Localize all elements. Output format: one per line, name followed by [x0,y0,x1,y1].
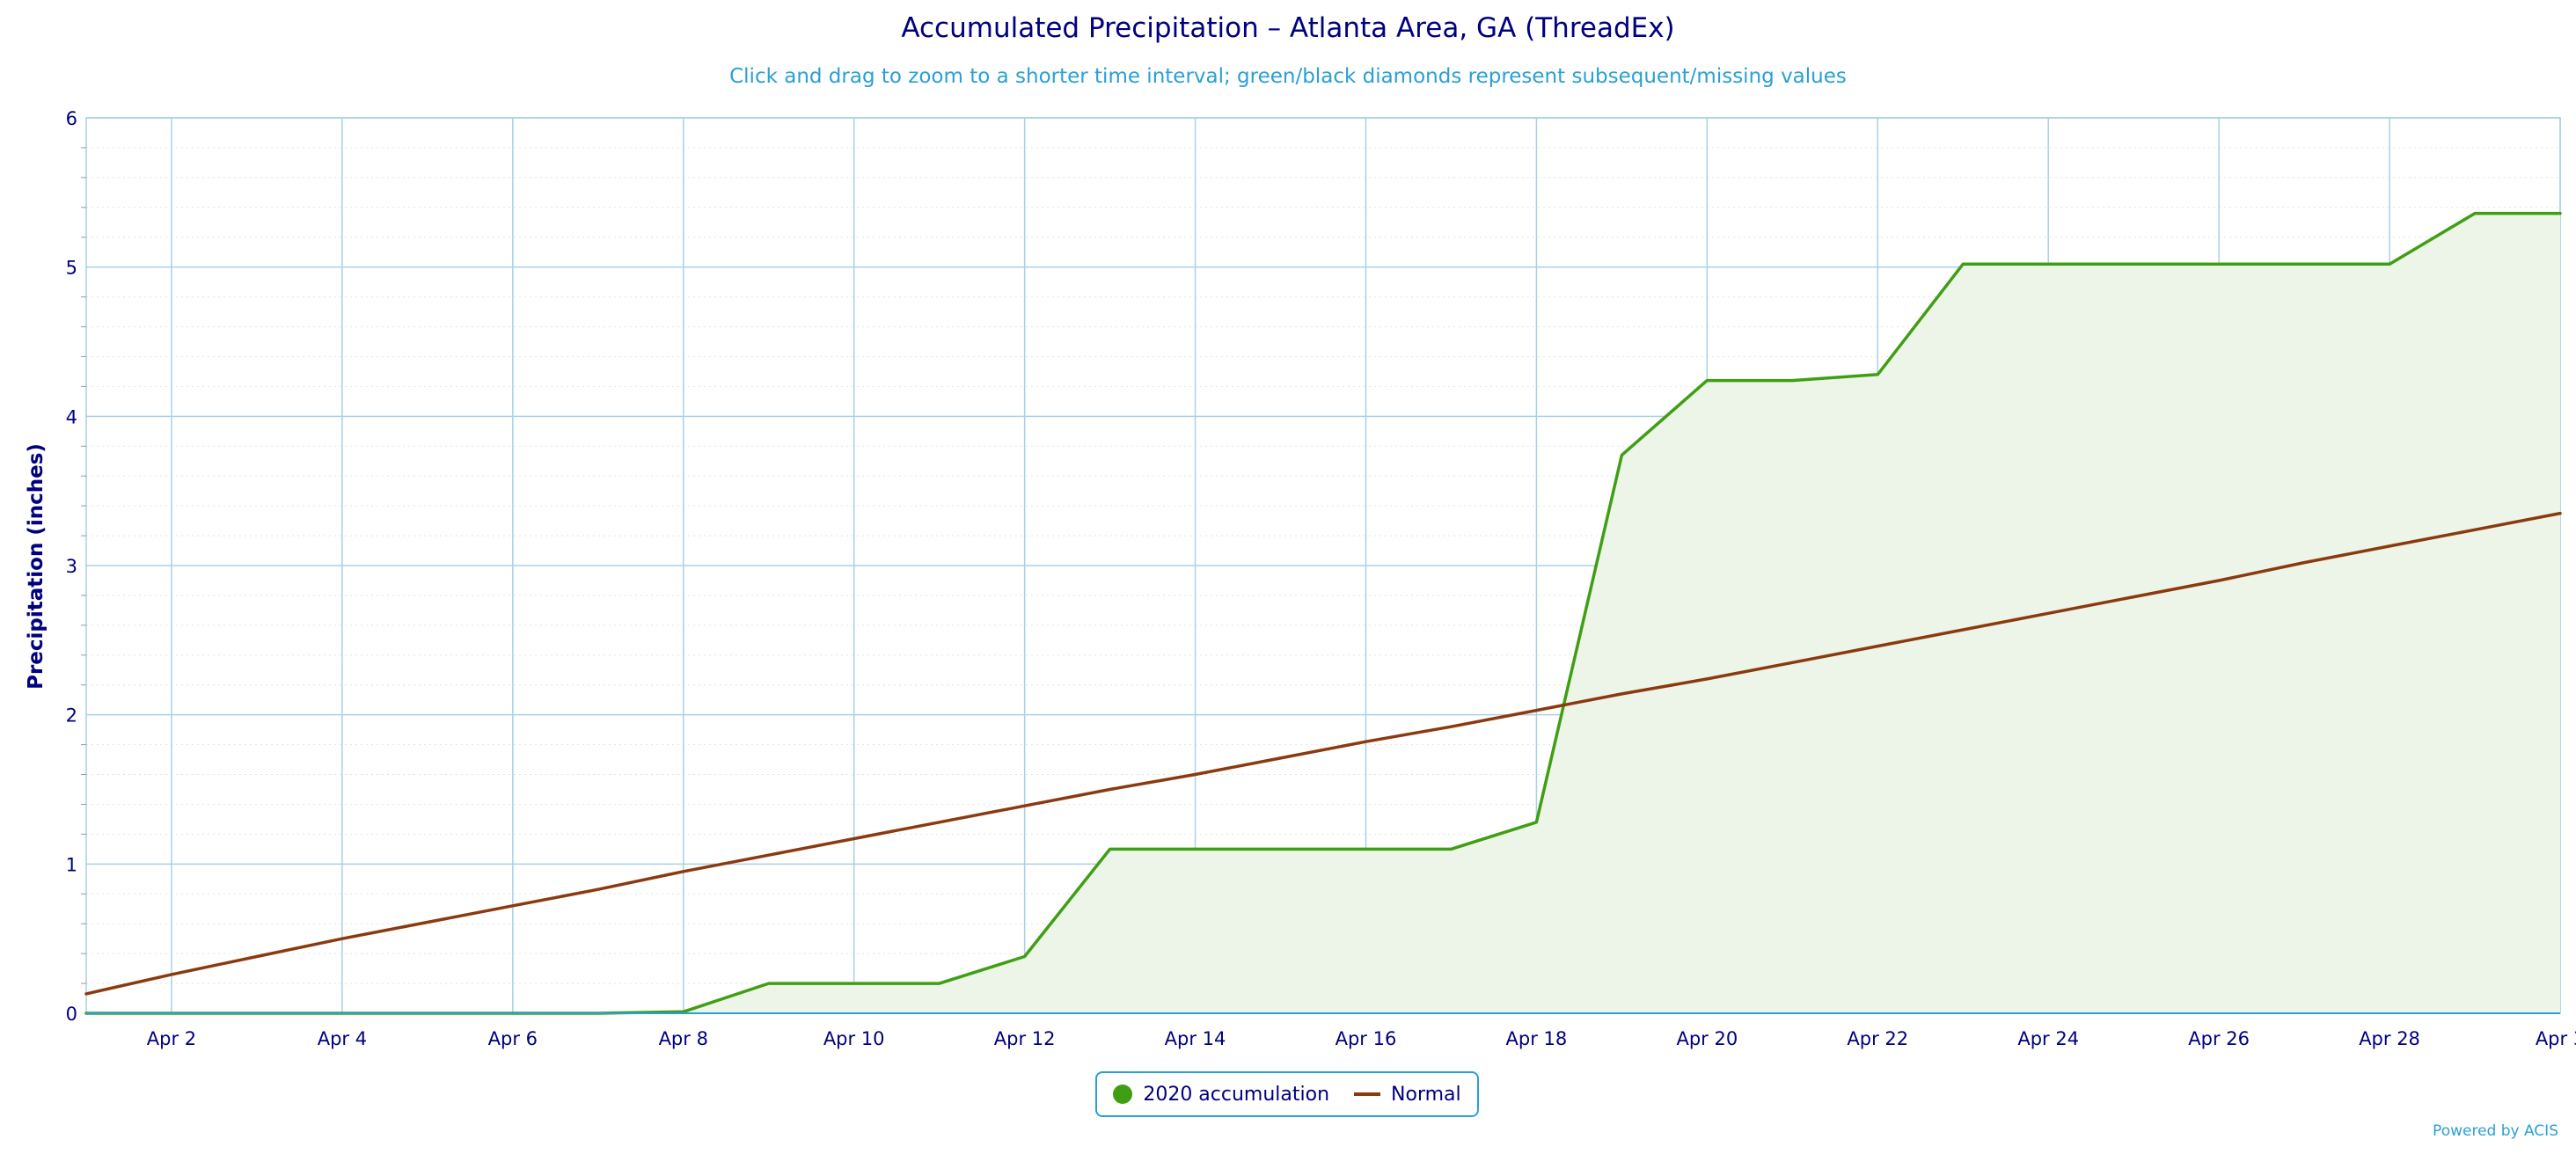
y-tick-label: 0 [66,1004,77,1025]
x-tick-label: Apr 14 [1165,1028,1226,1049]
y-tick-label: 3 [66,556,77,577]
normal-line [84,511,2562,996]
x-tick-label: Apr 16 [1336,1028,1397,1049]
x-tick-label: Apr 20 [1676,1028,1738,1049]
y-tick-label: 4 [66,406,77,427]
y-tick-label: 1 [66,854,77,875]
y-axis-label: Precipitation (inches) [25,443,48,690]
x-tick-label: Apr 18 [1506,1028,1568,1049]
chart-subtitle: Click and drag to zoom to a shorter time… [729,65,1847,88]
x-tick-label: Apr 4 [318,1028,367,1049]
x-tick-label: Apr 28 [2359,1028,2420,1049]
legend-item-accumulation[interactable]: 2020 accumulation [1113,1084,1329,1106]
x-tick-label: Apr 10 [823,1028,885,1049]
y-tick-label: 5 [66,258,77,279]
legend-item-normal[interactable]: Normal [1354,1084,1461,1106]
accumulation-area [86,213,2560,1014]
x-tick-label: Apr 12 [994,1028,1056,1049]
normal-line-icon [1354,1092,1381,1096]
legend-accumulation-label: 2020 accumulation [1143,1083,1330,1106]
x-tick-label: Apr 8 [659,1028,708,1049]
x-tick-label: Apr 26 [2188,1028,2250,1049]
credit-link[interactable]: Powered by ACIS [2433,1122,2558,1140]
x-tick-label: Apr 2 [147,1028,196,1049]
chart-title: Accumulated Precipitation – Atlanta Area… [901,12,1675,44]
x-tick-label: Apr 6 [488,1028,538,1049]
axes: 0 1 2 3 4 5 6 Apr 2 Apr 4 Apr 6 Apr 8 Apr 10 Apr 12 A… [66,108,2576,1049]
x-tick-label: Apr 22 [1847,1028,1908,1049]
y-tick-label: 2 [66,705,77,727]
y-tick-label: 6 [66,108,77,129]
x-tick-label: Apr 24 [2017,1028,2079,1049]
accumulation-area-fill [86,213,2560,1014]
x-tick-label: Apr 3 [2536,1028,2576,1049]
legend: 2020 accumulation Normal [1095,1071,1479,1117]
legend-normal-label: Normal [1391,1083,1461,1106]
accumulation-dot-icon [1113,1085,1133,1104]
